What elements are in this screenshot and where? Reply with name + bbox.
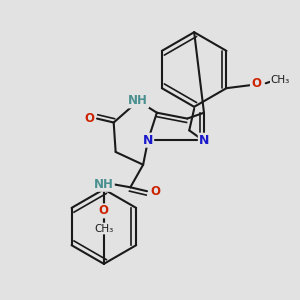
- Text: O: O: [84, 112, 94, 125]
- Text: NH: NH: [128, 94, 148, 107]
- Text: O: O: [99, 204, 109, 218]
- Text: N: N: [199, 134, 209, 147]
- Text: CH₃: CH₃: [271, 75, 290, 85]
- Text: NH: NH: [94, 178, 114, 191]
- Text: O: O: [251, 77, 261, 90]
- Text: N: N: [143, 134, 153, 147]
- Text: O: O: [150, 185, 160, 198]
- Text: CH₃: CH₃: [94, 224, 113, 233]
